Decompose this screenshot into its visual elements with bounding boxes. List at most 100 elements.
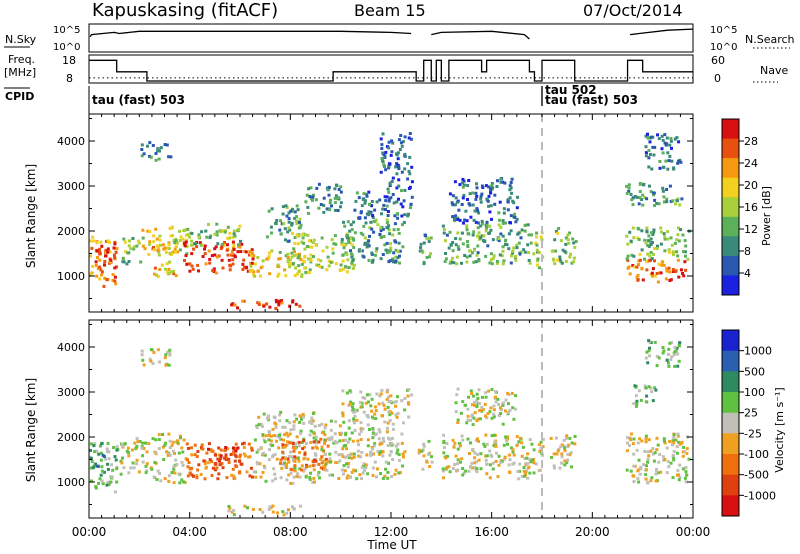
data-cell (474, 220, 478, 224)
data-cell (490, 416, 494, 420)
data-cell (462, 221, 465, 225)
data-cell (465, 228, 469, 232)
data-cell (106, 467, 110, 471)
data-cell (684, 480, 688, 484)
data-cell (347, 241, 351, 244)
data-cell (643, 449, 647, 453)
data-cell (241, 262, 245, 266)
data-cell (653, 259, 656, 263)
data-cell (323, 452, 327, 456)
data-cell (682, 445, 686, 449)
data-cell (476, 244, 480, 248)
data-cell (473, 465, 477, 469)
data-cell (232, 229, 236, 233)
data-cell (566, 458, 570, 462)
data-cell (527, 465, 531, 469)
colorbar-tick-label: 28 (744, 135, 758, 148)
data-cell (365, 212, 369, 216)
data-cell (488, 410, 492, 414)
data-cell (646, 480, 650, 484)
data-cell (288, 441, 292, 445)
data-cell (465, 421, 469, 425)
data-cell (324, 462, 328, 466)
data-cell (172, 269, 176, 273)
data-cell (490, 262, 494, 266)
data-cell (672, 351, 676, 355)
data-cell (322, 196, 326, 200)
data-cell (203, 247, 206, 251)
data-cell (385, 204, 389, 208)
data-cell (146, 144, 149, 148)
data-cell (511, 448, 515, 452)
data-cell (528, 438, 532, 442)
data-cell (291, 481, 295, 485)
data-cell (370, 446, 374, 449)
data-cell (534, 462, 538, 466)
data-cell (172, 481, 176, 485)
data-cell (153, 272, 156, 276)
data-cell (281, 450, 285, 454)
data-cell (279, 437, 283, 441)
data-cell (385, 430, 389, 434)
data-cell (244, 250, 248, 254)
data-cell (662, 349, 666, 353)
data-cell (113, 266, 117, 270)
data-cell (567, 241, 571, 245)
colorbar-frame (721, 329, 740, 517)
x-tick-label: 12:00 (374, 525, 409, 539)
data-cell (354, 199, 358, 203)
colorbar-swatch (722, 197, 739, 218)
data-cell (97, 481, 100, 485)
data-cell (655, 436, 659, 440)
data-cell (298, 217, 302, 221)
data-cell (236, 306, 239, 310)
data-cell (632, 402, 636, 405)
data-cell (225, 476, 229, 480)
data-cell (391, 176, 395, 180)
data-cell (168, 353, 172, 357)
data-cell (448, 230, 452, 234)
data-cell (396, 250, 400, 254)
data-cell (490, 217, 493, 221)
colorbar-tick-label: 500 (744, 365, 765, 378)
colorbar-swatch (722, 255, 739, 276)
data-cell (174, 239, 178, 243)
data-cell (427, 255, 431, 259)
data-cell (324, 423, 328, 427)
data-cell (565, 461, 569, 465)
data-cell (180, 460, 184, 464)
data-cell (385, 241, 389, 245)
data-cell (359, 211, 363, 215)
data-cell (181, 463, 185, 467)
data-cell (646, 460, 650, 464)
data-cell (147, 252, 151, 256)
data-cell (559, 445, 563, 449)
data-cell (515, 246, 519, 250)
data-cell (347, 238, 351, 242)
data-cell (353, 208, 357, 212)
data-cell (379, 257, 383, 261)
colorbar-swatch (722, 433, 739, 455)
data-cell (659, 226, 663, 230)
data-cell (652, 193, 655, 197)
data-cell (135, 437, 139, 441)
data-cell (311, 193, 315, 197)
data-cell (391, 141, 395, 145)
data-cell (258, 274, 262, 278)
data-cell (98, 247, 102, 251)
data-cell (473, 403, 477, 407)
data-cell (298, 451, 302, 455)
data-cell (115, 480, 119, 484)
data-cell (421, 251, 425, 254)
data-cell (398, 254, 401, 258)
data-cell (343, 243, 347, 247)
data-cell (371, 216, 375, 219)
data-cell (401, 245, 405, 249)
data-cell (652, 230, 656, 234)
data-cell (203, 244, 207, 248)
data-cell (221, 266, 225, 270)
data-cell (167, 474, 171, 478)
data-cell (638, 437, 642, 441)
data-cell (651, 145, 655, 149)
data-cell (381, 454, 385, 458)
